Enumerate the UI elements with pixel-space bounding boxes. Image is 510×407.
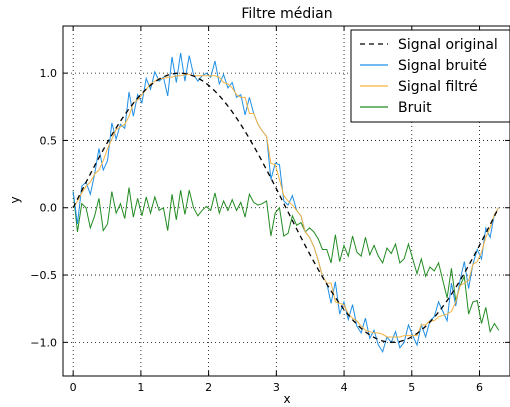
y-tick-label: 0.0 — [40, 202, 58, 215]
x-tick-label: 1 — [137, 381, 144, 394]
legend: Signal original Signal bruité Signal filtr… — [350, 29, 510, 123]
x-tick-label: 3 — [273, 381, 280, 394]
y-axis-label: y — [8, 196, 22, 203]
plot-frame — [62, 25, 510, 377]
x-axis-label: x — [283, 392, 290, 406]
legend-label: Bruit — [398, 100, 432, 116]
series-line-bruit — [72, 187, 500, 334]
y-tick-label: −0.5 — [30, 269, 57, 282]
y-tick-label: 0.5 — [40, 134, 58, 147]
plot-area: 0 1 2 3 4 5 6 −1.0 −0.5 0.0 0.5 1.0 — [30, 25, 510, 394]
y-tick-label: 1.0 — [40, 67, 58, 80]
x-tick-label: 2 — [205, 381, 212, 394]
x-tick-label: 5 — [408, 381, 415, 394]
legend-label: Signal original — [398, 37, 498, 53]
series-line-signal-original — [72, 72, 500, 343]
x-tick-label: 6 — [476, 381, 483, 394]
x-tick-label: 4 — [341, 381, 348, 394]
chart-title: Filtre médian — [241, 6, 332, 22]
y-tick-label: −1.0 — [30, 336, 57, 349]
legend-label: Signal filtré — [398, 79, 478, 95]
x-tick-label: 0 — [70, 381, 77, 394]
legend-label: Signal bruité — [398, 58, 487, 74]
